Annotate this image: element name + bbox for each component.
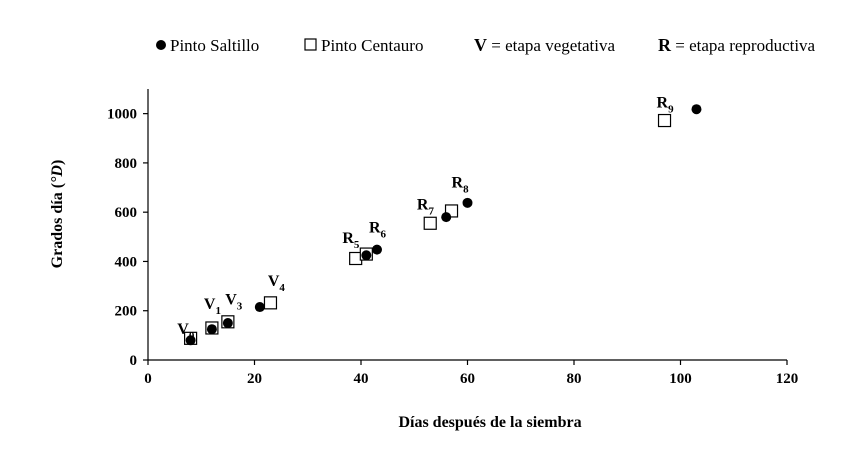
series-layer [184, 104, 702, 346]
legend: Pinto Saltillo Pinto Centauro V = etapa … [156, 35, 816, 55]
legend-label-pinto-centauro: Pinto Centauro [321, 36, 423, 55]
data-point-pinto-saltillo [371, 244, 382, 255]
x-tick-label: 120 [776, 371, 799, 387]
x-tick-label: 0 [144, 371, 152, 387]
stage-label-main: R [369, 219, 381, 236]
stage-label-main: R [417, 197, 429, 214]
legend-note-reproductiva: R = etapa reproductiva [658, 35, 816, 55]
stage-label-main: R [452, 175, 464, 192]
legend-note-key-v: V [474, 35, 487, 55]
data-point-pinto-saltillo [254, 302, 265, 313]
stage-label-v0: V0 [177, 321, 195, 342]
stage-label-sub: 9 [668, 103, 674, 115]
legend-note-vegetativa: V = etapa vegetativa [474, 35, 616, 55]
data-point-pinto-saltillo [361, 250, 372, 261]
stage-label-r9: R9 [657, 94, 675, 115]
stage-label-v1: V1 [204, 296, 221, 317]
stage-label-sub: 0 [189, 330, 195, 342]
legend-label-pinto-saltillo: Pinto Saltillo [170, 36, 259, 55]
data-point-pinto-saltillo [185, 335, 196, 346]
y-axis-title-suffix: ) [49, 160, 66, 165]
data-point-pinto-centauro [263, 296, 278, 310]
series-pinto-saltillo [185, 104, 702, 346]
stage-label-main: R [342, 230, 354, 247]
x-tick-label: 80 [567, 371, 582, 387]
stage-label-r6: R6 [369, 219, 387, 240]
stage-label-main: V [177, 321, 189, 338]
x-axis-ticks: 0 20 40 60 80 100 120 [144, 360, 798, 387]
x-tick-label: 60 [460, 371, 475, 387]
x-tick-label: 20 [247, 371, 262, 387]
stage-label-main: V [204, 296, 216, 313]
data-point-pinto-saltillo [691, 104, 702, 115]
x-axis-title: Días después de la siembra [398, 414, 581, 431]
stage-label-sub: 3 [237, 301, 243, 313]
x-tick-label: 40 [354, 371, 369, 387]
y-axis-title-unit: °D [49, 165, 66, 183]
data-point-pinto-saltillo [206, 324, 217, 335]
y-tick-label: 200 [115, 304, 138, 320]
legend-note-text-r: = etapa reproductiva [671, 36, 816, 55]
stage-label-main: R [657, 94, 669, 111]
data-point-pinto-saltillo [222, 318, 233, 329]
stage-label-v4: V4 [268, 273, 286, 294]
y-tick-label: 400 [115, 254, 138, 270]
data-point-pinto-centauro [657, 113, 672, 128]
stage-label-v3: V3 [225, 292, 243, 313]
legend-note-key-r: R [658, 35, 672, 55]
legend-marker-pinto-saltillo [156, 40, 166, 50]
stage-label-sub: 5 [354, 239, 360, 251]
data-point-pinto-saltillo [462, 197, 473, 208]
stage-label-sub: 4 [279, 282, 285, 294]
y-tick-label: 800 [115, 156, 138, 172]
stage-label-sub: 6 [381, 228, 387, 240]
y-tick-label: 600 [115, 205, 138, 221]
data-point-pinto-saltillo [441, 212, 452, 223]
y-axis-title-prefix: Grados día ( [49, 183, 66, 268]
stage-label-r5: R5 [342, 230, 360, 251]
stage-label-r7: R7 [417, 197, 435, 218]
stage-label-main: V [225, 292, 237, 309]
legend-note-text-v: = etapa vegetativa [487, 36, 616, 55]
stage-label-r8: R8 [452, 175, 470, 196]
axes [147, 89, 787, 361]
stage-label-sub: 7 [428, 206, 434, 218]
y-tick-label: 1000 [107, 107, 137, 123]
x-tick-label: 100 [669, 371, 692, 387]
stage-label-sub: 8 [463, 184, 469, 196]
data-point-pinto-centauro [423, 216, 437, 230]
y-axis-title: Grados día (°D) [49, 160, 66, 269]
legend-marker-pinto-centauro [304, 38, 317, 51]
y-tick-label: 0 [130, 353, 138, 369]
stage-label-main: V [268, 273, 280, 290]
stage-label-sub: 1 [215, 305, 221, 317]
y-axis-ticks: 0 200 400 600 800 1000 [107, 107, 148, 369]
